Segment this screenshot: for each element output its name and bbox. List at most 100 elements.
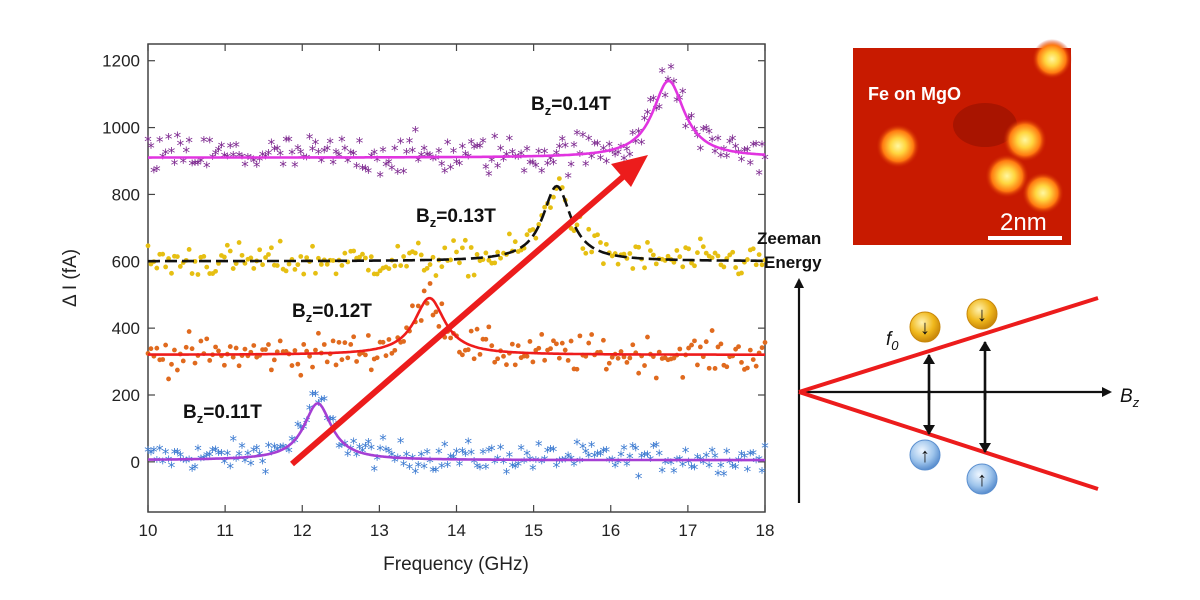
data-point: [565, 358, 571, 363]
data-point: *: [503, 465, 511, 483]
data-point: *: [459, 139, 467, 157]
data-point: *: [741, 449, 749, 467]
data-point: [730, 249, 736, 255]
data-point: *: [347, 145, 355, 163]
data-point: *: [697, 142, 705, 160]
data-point: *: [432, 463, 440, 481]
data-point: *: [365, 164, 373, 182]
data-point: *: [661, 89, 669, 107]
data-point: *: [532, 159, 540, 177]
data-point: *: [238, 439, 246, 457]
data-point: [477, 351, 483, 357]
fe-atom-spot: [1032, 39, 1072, 79]
data-point: *: [694, 450, 702, 468]
data-point: [365, 333, 371, 338]
data-point: [601, 337, 606, 343]
data-point: *: [291, 158, 299, 176]
data-point: [289, 363, 295, 368]
data-point: *: [323, 141, 331, 159]
data-point: *: [338, 438, 346, 456]
data-point: [468, 328, 474, 334]
data-point: [648, 248, 653, 253]
data-point: [671, 355, 677, 361]
data-point: [586, 226, 592, 232]
data-point: [615, 261, 621, 267]
data-point: [395, 243, 401, 249]
data-point: *: [723, 149, 731, 167]
spin-down-ball: ↓: [909, 311, 941, 343]
data-point: *: [262, 465, 270, 483]
data-point: *: [441, 164, 449, 182]
data-point: [530, 227, 536, 232]
data-point: *: [720, 467, 728, 485]
data-point: *: [426, 454, 434, 472]
data-point: *: [497, 142, 505, 160]
data-point: *: [180, 154, 188, 172]
data-point: [489, 343, 495, 349]
data-point: [186, 329, 192, 334]
data-point: *: [749, 137, 757, 155]
data-point: [339, 357, 345, 363]
data-point: *: [165, 452, 173, 470]
data-point: [154, 345, 160, 351]
data-point: *: [218, 139, 226, 157]
data-point: *: [655, 100, 663, 118]
data-point: [389, 350, 395, 356]
data-point: [645, 239, 650, 245]
data-point: *: [735, 145, 743, 163]
data-point: *: [329, 412, 337, 430]
data-point: *: [312, 387, 320, 405]
data-point: *: [197, 154, 205, 172]
data-point: [298, 372, 304, 378]
data-point: [269, 367, 274, 373]
data-point: [603, 366, 609, 372]
data-point: [598, 240, 603, 245]
data-point: *: [644, 106, 652, 124]
data-point: [160, 357, 166, 362]
stm-dark-patch: [953, 103, 1017, 147]
data-point: *: [485, 443, 493, 461]
data-point: [351, 334, 357, 340]
stm-scale-label: 2nm: [1000, 209, 1047, 236]
data-point: [233, 345, 239, 351]
data-point: [601, 261, 606, 267]
data-point: *: [541, 145, 549, 163]
data-point: *: [673, 93, 681, 111]
data-point: [271, 357, 277, 363]
data-point: *: [168, 144, 176, 162]
data-point: [360, 251, 365, 257]
data-point: [298, 254, 304, 259]
data-point: *: [444, 458, 452, 476]
data-point: [712, 366, 718, 371]
data-point: *: [614, 145, 622, 163]
data-point: [615, 355, 621, 361]
data-point: *: [376, 168, 384, 186]
data-point: *: [303, 151, 311, 169]
x-tick-label: 13: [370, 521, 389, 540]
data-point: *: [185, 453, 193, 471]
data-point: *: [638, 449, 646, 467]
svg-text:↑: ↑: [920, 445, 930, 467]
data-point: [512, 362, 518, 368]
data-point: *: [600, 444, 608, 462]
data-point: *: [626, 450, 634, 468]
data-point: [553, 341, 559, 347]
data-point: [292, 348, 298, 353]
data-point: *: [629, 126, 637, 144]
data-point: [686, 345, 692, 351]
data-point: *: [359, 161, 367, 179]
y-tick-label: 0: [131, 453, 140, 472]
data-point: *: [382, 158, 390, 176]
data-point: *: [209, 150, 217, 168]
data-point: *: [550, 443, 558, 461]
data-point: [577, 333, 583, 339]
data-point: *: [500, 152, 508, 170]
data-point: *: [318, 393, 326, 411]
data-point: *: [520, 454, 528, 472]
data-point: *: [553, 459, 561, 477]
data-point: *: [206, 448, 214, 466]
data-point: *: [573, 436, 581, 454]
data-point: *: [702, 121, 710, 139]
y-tick-label: 1000: [102, 119, 140, 138]
data-point: [404, 263, 409, 269]
